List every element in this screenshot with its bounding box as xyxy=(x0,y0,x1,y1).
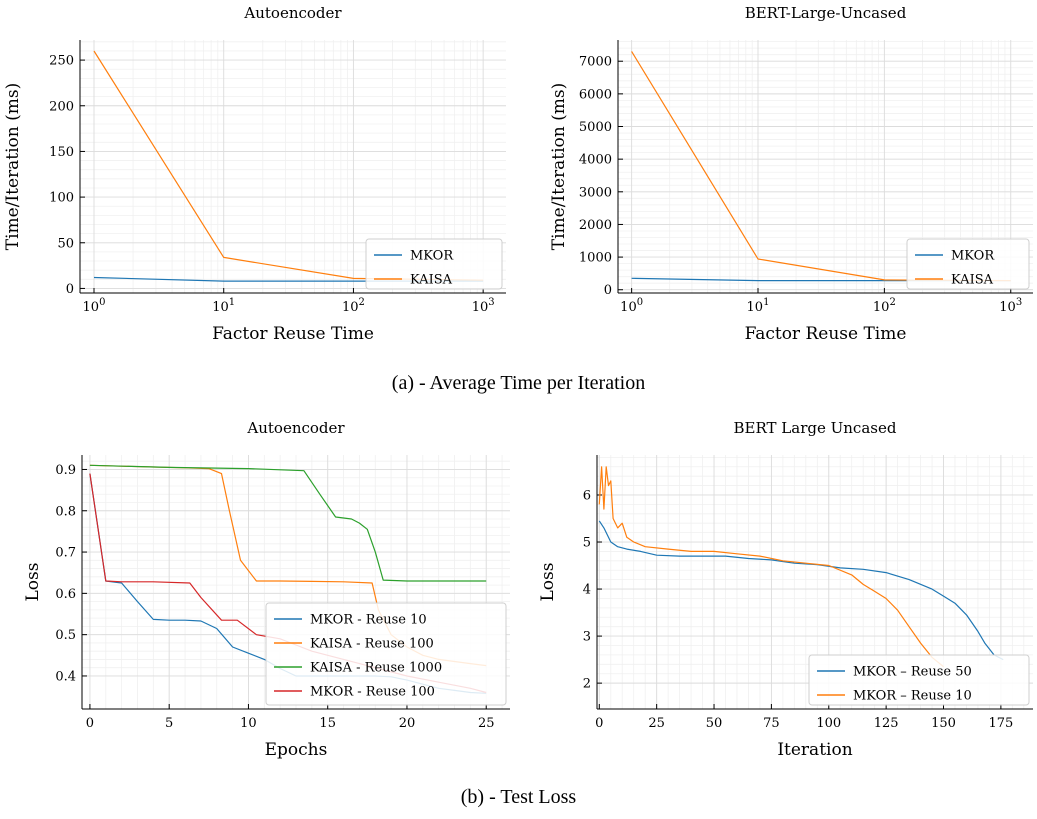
y-tick-label: 0.7 xyxy=(55,546,76,561)
chart-title: Autoencoder xyxy=(243,4,342,22)
legend-box xyxy=(265,602,507,706)
legend-entry: MKOR – Reuse 50 xyxy=(853,665,972,680)
y-tick-label: 2000 xyxy=(579,218,612,233)
x-tick-label: 101 xyxy=(212,297,235,315)
x-axis-label: Factor Reuse Time xyxy=(212,324,374,344)
y-tick-label: 4 xyxy=(583,583,591,598)
x-tick-label: 103 xyxy=(999,297,1022,315)
caption-bottom: (b) - Test Loss xyxy=(460,786,577,808)
series-line-mkor-reuse-50 xyxy=(598,520,1004,661)
x-tick-label: 100 xyxy=(83,297,106,315)
y-tick-label: 150 xyxy=(49,145,74,160)
caption-top: (a) - Average Time per Iteration xyxy=(391,372,646,394)
series-line-mkor-reuse-10 xyxy=(598,466,944,668)
y-axis-label: Time/Iteration (ms) xyxy=(549,83,569,251)
chart-a_left: 100 101 102 103 0 50 100 150 200 250 Autoencoder Fa… xyxy=(3,4,506,344)
x-tick-label: 20 xyxy=(399,716,416,731)
x-tick-label: 100 xyxy=(816,716,841,731)
x-tick-label: 25 xyxy=(478,716,495,731)
y-tick-label: 2 xyxy=(583,677,591,692)
x-tick-label: 25 xyxy=(648,716,665,731)
x-tick-label: 0 xyxy=(86,716,94,731)
y-tick-label: 0 xyxy=(66,282,74,297)
x-tick-label: 100 xyxy=(620,297,643,315)
legend-entry: KAISA xyxy=(951,273,994,288)
y-tick-label: 50 xyxy=(57,236,74,251)
legend-entry: MKOR xyxy=(410,249,454,264)
grid xyxy=(618,40,1033,293)
x-tick-label: 75 xyxy=(763,716,780,731)
chart-title: Autoencoder xyxy=(246,419,345,437)
y-tick-label: 0.6 xyxy=(55,587,76,602)
y-tick-label: 3 xyxy=(583,630,591,645)
chart-title: BERT Large Uncased xyxy=(734,419,897,437)
y-tick-label: 0 xyxy=(604,283,612,298)
x-tick-label: 125 xyxy=(874,716,899,731)
chart-b_left: 0 5 10 15 20 25 0.4 0.5 0.6 0.7 0.8 0.9 Autoencoder E… xyxy=(23,419,510,760)
legend: MKOR – Reuse 50 MKOR – Reuse 10 xyxy=(808,654,1030,706)
legend-entry: MKOR – Reuse 10 xyxy=(853,689,972,704)
legend-entry: MKOR - Reuse 100 xyxy=(310,685,435,700)
y-tick-label: 6 xyxy=(583,488,591,503)
legend: MKOR KAISA xyxy=(365,238,503,290)
y-tick-label: 5 xyxy=(583,536,591,551)
y-tick-label: 0.5 xyxy=(55,628,76,643)
x-tick-label: 102 xyxy=(342,297,365,315)
x-tick-label: 5 xyxy=(165,716,173,731)
x-tick-label: 103 xyxy=(472,297,495,315)
x-tick-label: 175 xyxy=(988,716,1013,731)
y-tick-label: 200 xyxy=(49,99,74,114)
x-axis-label: Factor Reuse Time xyxy=(745,324,907,344)
y-axis-label: Loss xyxy=(23,563,43,602)
chart-a_right: 100 101 102 103 0 1000 2000 3000 4000 5000 6000 700… xyxy=(549,4,1033,344)
legend-box xyxy=(906,238,1030,290)
legend-entry: MKOR xyxy=(951,249,995,264)
legend: MKOR - Reuse 10 KAISA - Reuse 100 KAISA - … xyxy=(265,602,507,706)
y-tick-label: 0.9 xyxy=(55,463,76,478)
legend-box xyxy=(365,238,503,290)
y-tick-label: 6000 xyxy=(579,87,612,102)
x-axis-label: Iteration xyxy=(777,740,852,760)
x-axis-label: Epochs xyxy=(265,740,328,760)
y-tick-label: 3000 xyxy=(579,185,612,200)
x-tick-label: 50 xyxy=(706,716,723,731)
series-line-kaisa-reuse-1000 xyxy=(89,464,487,582)
y-axis-label: Loss xyxy=(538,563,558,602)
x-tick-label: 15 xyxy=(319,716,336,731)
y-tick-label: 250 xyxy=(49,54,74,69)
y-tick-label: 4000 xyxy=(579,153,612,168)
x-tick-label: 150 xyxy=(931,716,956,731)
y-tick-label: 100 xyxy=(49,191,74,206)
legend-entry: MKOR - Reuse 10 xyxy=(310,613,427,628)
legend-entry: KAISA - Reuse 100 xyxy=(310,637,434,652)
legend-entry: KAISA xyxy=(410,273,453,288)
x-tick-label: 0 xyxy=(595,716,603,731)
y-tick-label: 5000 xyxy=(579,120,612,135)
legend-entry: KAISA - Reuse 1000 xyxy=(310,661,442,676)
y-tick-label: 0.4 xyxy=(55,669,76,684)
legend-box xyxy=(808,654,1030,706)
x-tick-label: 102 xyxy=(873,297,896,315)
chart-b_right: 0 25 50 75 100 125 150 175 2 3 4 5 6 BERT Large Uncas… xyxy=(538,419,1033,760)
y-tick-label: 1000 xyxy=(579,251,612,266)
y-axis-label: Time/Iteration (ms) xyxy=(3,83,23,251)
y-tick-label: 7000 xyxy=(579,55,612,70)
x-tick-label: 101 xyxy=(747,297,770,315)
legend: MKOR KAISA xyxy=(906,238,1030,290)
x-tick-label: 10 xyxy=(240,716,257,731)
y-tick-label: 0.8 xyxy=(55,504,76,519)
grid xyxy=(597,455,1033,709)
chart-title: BERT-Large-Uncased xyxy=(745,4,907,22)
series-group xyxy=(598,466,1004,668)
